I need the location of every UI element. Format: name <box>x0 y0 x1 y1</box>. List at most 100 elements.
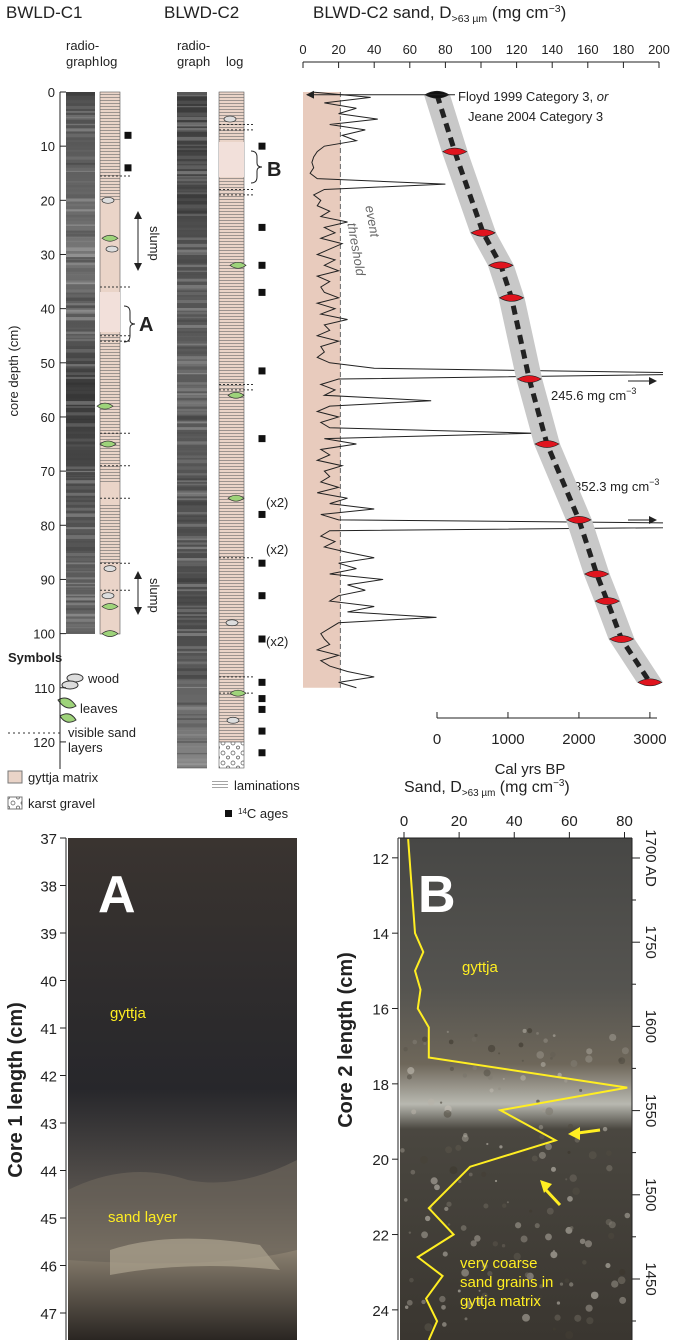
streak <box>177 538 207 541</box>
c14-age <box>258 695 266 703</box>
streak <box>177 663 207 667</box>
grain <box>447 1223 451 1226</box>
streak <box>177 583 207 587</box>
streak <box>177 480 207 482</box>
wood <box>105 245 119 253</box>
grain <box>400 1148 405 1153</box>
grain <box>423 1042 427 1046</box>
grain <box>552 1249 555 1252</box>
streak <box>66 446 95 451</box>
streak <box>66 100 95 104</box>
photo-arrow <box>540 1180 552 1193</box>
streak <box>177 155 207 160</box>
age-point <box>566 516 592 524</box>
grain <box>590 1291 599 1300</box>
streak <box>66 458 95 460</box>
streak <box>66 562 95 565</box>
grain <box>552 1327 556 1331</box>
grain <box>608 1221 616 1229</box>
grain <box>498 1052 501 1055</box>
title-sup: −3 <box>553 778 565 789</box>
age-model <box>434 93 652 684</box>
streak <box>177 528 207 533</box>
grain <box>403 1047 408 1052</box>
grain <box>550 1251 558 1259</box>
streak <box>177 284 207 289</box>
streak <box>177 307 207 311</box>
c14-age <box>258 288 266 296</box>
streak <box>66 546 95 551</box>
legend-c14: 14C ages <box>238 806 289 821</box>
streak <box>66 310 95 314</box>
streak <box>177 189 207 192</box>
grain <box>461 1134 469 1142</box>
grain <box>559 1282 564 1286</box>
y-tick-label: 37 <box>40 831 57 848</box>
streak <box>177 204 207 209</box>
count-label: (x2) <box>266 495 288 510</box>
grain <box>470 1240 477 1247</box>
grain <box>582 1260 587 1265</box>
laminations <box>219 92 244 742</box>
photo-label: very coarse <box>460 1255 538 1272</box>
title-text: Sand, D <box>404 779 462 796</box>
grain <box>557 1072 562 1078</box>
grain <box>457 1289 461 1293</box>
right-tick-label: 1700 AD <box>642 829 659 887</box>
age-point <box>534 440 560 448</box>
y-tick-label: 120 <box>33 735 55 750</box>
grain <box>462 1073 468 1078</box>
streak <box>177 473 207 476</box>
grain <box>408 1231 412 1234</box>
grain <box>494 1179 498 1183</box>
streak <box>177 341 207 344</box>
streak <box>66 367 95 369</box>
grain <box>424 1323 433 1332</box>
x-tick-label: 3000 <box>633 731 666 748</box>
grain <box>617 1276 626 1285</box>
y-tick-label: 40 <box>40 974 57 991</box>
grain <box>567 1150 571 1154</box>
grain <box>483 1069 491 1077</box>
y-tick-label: 40 <box>41 302 55 317</box>
streak <box>177 356 207 360</box>
streak <box>66 492 95 496</box>
threshold-label: event <box>362 204 383 239</box>
grain <box>409 1277 414 1283</box>
streak <box>66 203 95 207</box>
grain <box>472 1065 477 1071</box>
grain <box>445 1146 453 1154</box>
panel-letter: B <box>418 866 456 924</box>
streak <box>177 116 207 121</box>
streak <box>177 316 207 319</box>
wood <box>226 716 240 724</box>
streak <box>177 546 207 550</box>
streak <box>66 608 95 611</box>
title-unit: (mg cm <box>495 779 553 796</box>
streak <box>177 331 207 333</box>
grain <box>487 1271 493 1277</box>
streak <box>177 622 207 626</box>
grain <box>554 1314 561 1321</box>
streak <box>177 360 207 364</box>
streak <box>66 355 95 359</box>
grain <box>545 1233 552 1241</box>
grain <box>422 1036 428 1042</box>
legend-sand-layers: visible sand <box>68 725 136 740</box>
streak <box>66 114 95 119</box>
photo-texture <box>400 1028 631 1339</box>
grain <box>545 1143 552 1151</box>
grain <box>608 1232 615 1240</box>
grain <box>424 1215 431 1222</box>
grain <box>565 1331 574 1339</box>
title-text: BLWD-C2 sand, D <box>313 3 452 22</box>
streak <box>66 507 95 511</box>
peak-label: 352.3 mg cm−3 <box>574 477 659 494</box>
streak <box>177 393 207 396</box>
age-envelope <box>424 94 663 683</box>
streak <box>177 729 207 732</box>
streak <box>177 253 207 256</box>
grain <box>572 1187 580 1195</box>
grain <box>611 1280 619 1288</box>
streak <box>177 686 207 689</box>
